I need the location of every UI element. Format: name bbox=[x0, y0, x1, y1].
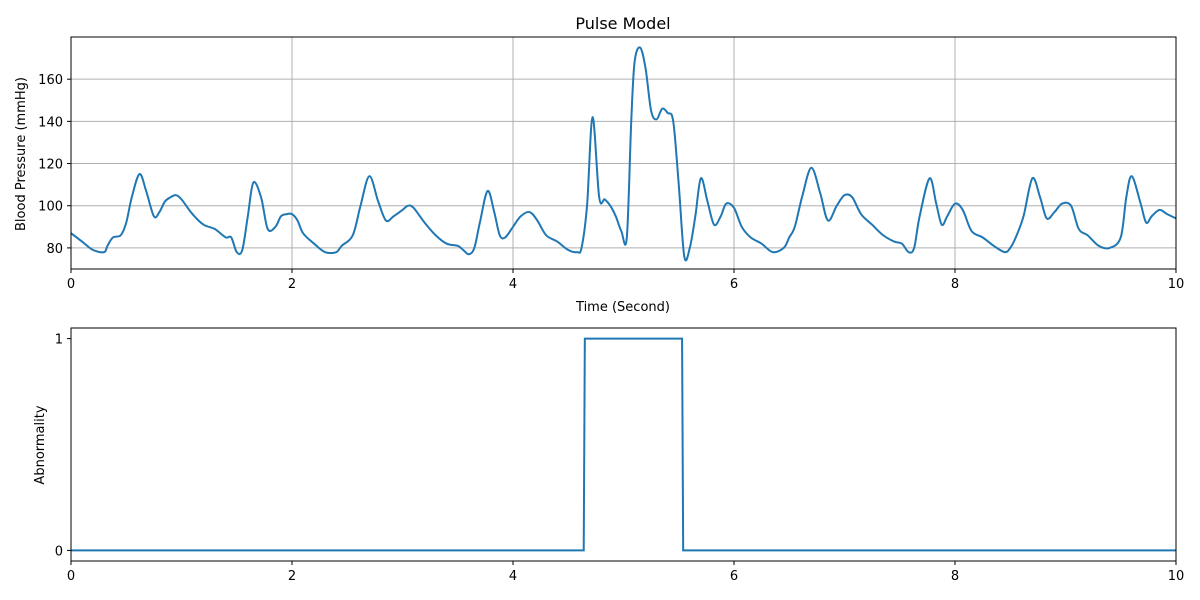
y-tick-label: 0 bbox=[55, 544, 63, 559]
y-tick-label: 160 bbox=[38, 73, 63, 88]
x-tick-label: 6 bbox=[730, 277, 738, 292]
blood-pressure-line bbox=[70, 46, 1177, 262]
x-tick-label: 8 bbox=[951, 569, 959, 584]
blood-pressure-panel: Pulse Model 0 2 4 6 8 10 80 100 120 140 160 Time … bbox=[14, 14, 1184, 315]
y-axis-label: Abnormality bbox=[33, 405, 48, 484]
x-tick-label: 4 bbox=[509, 277, 517, 292]
x-axis-ticks: 0 2 4 6 8 10 bbox=[67, 269, 1184, 292]
abnormality-panel: 0 2 4 6 8 10 01 Abnormality bbox=[33, 327, 1184, 584]
abnormality-line bbox=[71, 337, 1176, 552]
x-tick-label: 10 bbox=[1168, 569, 1185, 584]
x-tick-label: 6 bbox=[730, 569, 738, 584]
plot-frame bbox=[70, 327, 1177, 562]
grid bbox=[70, 37, 1177, 269]
y-axis-label: Blood Pressure (mmHg) bbox=[14, 77, 29, 231]
y-tick-label: 140 bbox=[38, 115, 63, 130]
x-tick-label: 8 bbox=[951, 277, 959, 292]
x-tick-label: 0 bbox=[67, 569, 75, 584]
x-axis-ticks: 0 2 4 6 8 10 bbox=[67, 561, 1184, 584]
x-tick-label: 2 bbox=[288, 277, 296, 292]
x-tick-label: 0 bbox=[67, 277, 75, 292]
y-tick-label: 120 bbox=[38, 158, 63, 173]
x-tick-label: 2 bbox=[288, 569, 296, 584]
x-axis-label: Time (Second) bbox=[575, 300, 670, 315]
y-tick-label: 80 bbox=[46, 242, 63, 257]
y-tick-label: 1 bbox=[55, 333, 63, 348]
y-axis-ticks: 01 bbox=[55, 333, 71, 559]
chart-title: Pulse Model bbox=[575, 14, 670, 33]
plot-frame bbox=[70, 36, 1177, 270]
x-tick-label: 4 bbox=[509, 569, 517, 584]
y-tick-label: 100 bbox=[38, 200, 63, 215]
y-axis-ticks: 80 100 120 140 160 bbox=[38, 73, 71, 257]
x-tick-label: 10 bbox=[1168, 277, 1185, 292]
